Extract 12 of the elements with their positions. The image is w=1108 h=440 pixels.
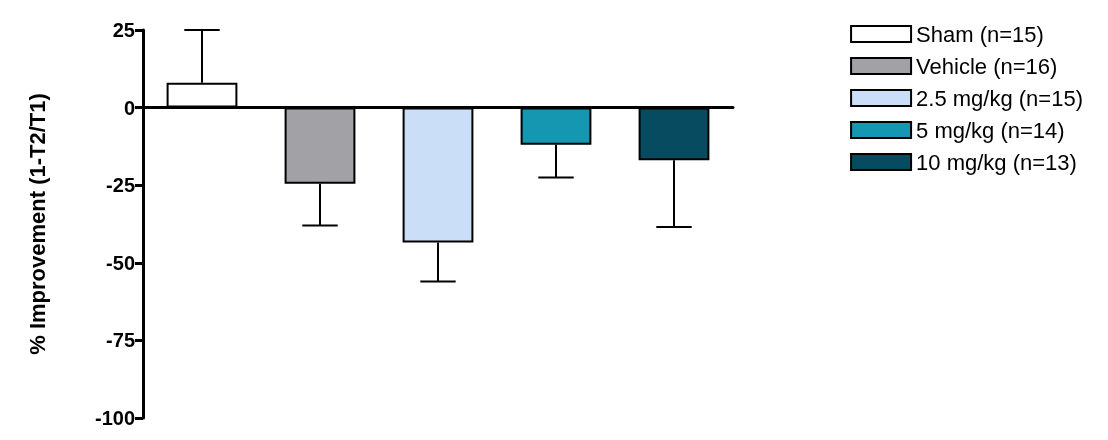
legend-label: Sham (n=15) [916,21,1044,47]
y-tick-label: -100 [94,407,135,429]
legend-label: 10 mg/kg (n=13) [916,149,1077,175]
legend-label: 2.5 mg/kg (n=15) [916,85,1084,111]
y-tick-label: -75 [106,329,135,352]
y-axis-title: % Improvement (1-T2/T1) [24,93,50,355]
y-tick-label: 25 [112,19,135,41]
legend-label: Vehicle (n=16) [916,53,1058,79]
legend-label: 5 mg/kg (n=14) [916,117,1065,143]
y-tick-label: -50 [106,251,135,274]
y-tick-label: 0 [123,96,135,119]
y-tick-label: -25 [106,174,135,197]
